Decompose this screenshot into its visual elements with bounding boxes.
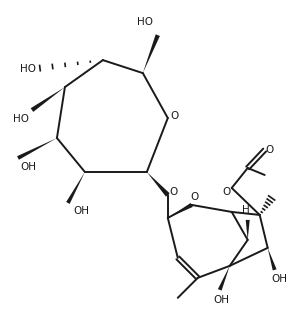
Text: O: O	[171, 111, 179, 121]
Text: O: O	[266, 145, 274, 155]
Polygon shape	[17, 138, 57, 160]
Text: H: H	[242, 205, 250, 215]
Text: HO: HO	[20, 64, 36, 74]
Text: O: O	[223, 187, 231, 197]
Text: HO: HO	[13, 114, 29, 124]
Text: OH: OH	[20, 162, 36, 172]
Polygon shape	[143, 34, 160, 73]
Polygon shape	[31, 87, 65, 112]
Text: OH: OH	[73, 206, 89, 216]
Text: O: O	[191, 192, 199, 202]
Polygon shape	[246, 220, 250, 240]
Polygon shape	[66, 172, 85, 204]
Text: OH: OH	[272, 274, 288, 284]
Text: OH: OH	[214, 295, 230, 305]
Text: HO: HO	[137, 17, 153, 27]
Polygon shape	[168, 203, 193, 218]
Polygon shape	[218, 266, 230, 290]
Polygon shape	[268, 248, 277, 270]
Text: O: O	[170, 187, 178, 197]
Polygon shape	[147, 172, 170, 197]
